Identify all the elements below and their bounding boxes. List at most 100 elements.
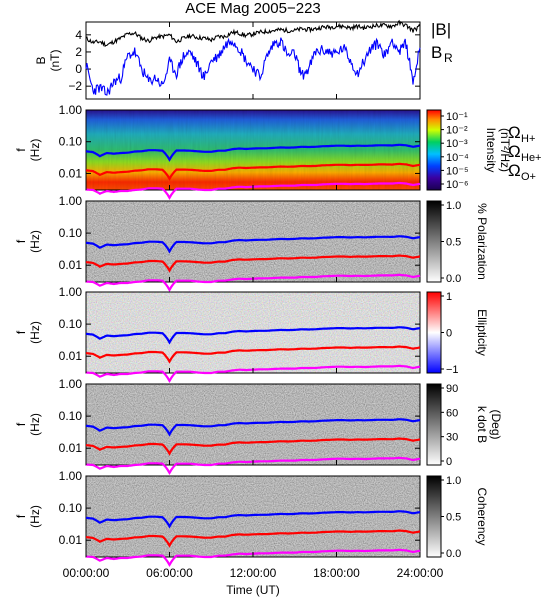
gyro-legend-symbol: Ω	[508, 123, 521, 142]
colorbar-tick-label: 1	[446, 291, 452, 303]
freq-ytick-label: 0.01	[59, 166, 83, 180]
freq-ylabel-line1: f	[14, 422, 28, 426]
b-ytick-label: 4	[75, 28, 82, 42]
freq-ylabel-line2: (Hz)	[28, 321, 42, 344]
ellipticity-spectrogram-image	[86, 292, 420, 373]
colorbar-label: Coherency	[475, 487, 489, 545]
ellipticity-colorbar-label: Ellipticity	[475, 309, 489, 356]
colorbar-tick-label: 0.0	[446, 273, 461, 285]
freq-ylabel-line2: (Hz)	[28, 505, 42, 528]
gyro-legend-sub: He+	[521, 152, 542, 164]
colorbar-tick-label: 1.0	[446, 475, 461, 487]
ellipticity-panel: 1.00 0.10 0.01 f (Hz) 1 0 −1 Ellipticity	[14, 285, 489, 384]
b-field-panel: 420−2B (nT)|B|B R	[34, 19, 453, 100]
freq-ylabel: f (Hz)	[14, 321, 42, 344]
x-tick-label: 06:00:00	[146, 566, 193, 580]
b-ytick-label: −2	[68, 79, 82, 93]
freq-ytick-label: 1.00	[59, 469, 83, 483]
colorbar-tick-label: 10⁻⁴	[446, 152, 469, 164]
colorbar-tick-label: 90	[446, 383, 458, 395]
freq-ytick-label: 1.00	[59, 194, 83, 208]
b-ylabel-line1: B	[34, 56, 48, 64]
freq-ytick-label: 1.00	[59, 377, 83, 391]
gyro-line-h	[85, 235, 421, 254]
freq-ytick-label: 0.01	[59, 349, 83, 363]
colorbar-tick-label: 30	[446, 432, 458, 444]
x-tick-label: 00:00:00	[63, 566, 110, 580]
x-tick-label: 24:00:00	[397, 566, 444, 580]
colorbar-tick-label: −1	[446, 364, 459, 376]
b-ylabel: B (nT)	[34, 50, 62, 72]
polarization-colorbar	[426, 200, 442, 283]
polarization-colorbar-label: % Polarization	[475, 203, 489, 280]
colorbar-tick-label: 60	[446, 407, 458, 419]
freq-ylabel-line1: f	[14, 330, 28, 334]
x-axis: 00:00:00 06:00:00 12:00:00 18:00:00 24:00:00…	[63, 566, 444, 597]
babs-series-line	[85, 19, 421, 48]
freq-ylabel-line2: (Hz)	[28, 230, 42, 253]
gyro-line-he	[85, 529, 421, 548]
freq-ytick-label: 0.01	[59, 441, 83, 455]
colorbar-tick-label: 10⁻²	[446, 125, 468, 137]
freq-ytick-label: 0.01	[59, 258, 83, 272]
kdotb-spectrogram-image	[86, 384, 420, 465]
colorbar-label-line1: k dot B	[475, 406, 489, 443]
colorbar-tick-label: 0.5	[446, 237, 461, 249]
colorbar-tick-label: 10⁻³	[446, 138, 468, 150]
gyro-line-he	[85, 345, 421, 364]
freq-ylabel-line1: f	[14, 514, 28, 518]
coherency-colorbar	[426, 475, 442, 558]
br-series-line	[85, 37, 421, 96]
colorbar-label: % Polarization	[475, 203, 489, 280]
gyro-line-h	[85, 143, 421, 162]
colorbar-tick-label: 0.5	[446, 512, 461, 524]
legend-babs: |B|	[431, 20, 451, 39]
colorbar-tick-label: 10⁻⁶	[446, 179, 469, 191]
freq-ytick-label: 0.10	[59, 135, 83, 149]
freq-ylabel: f (Hz)	[14, 505, 42, 528]
gyro-line-h	[85, 418, 421, 437]
kdotb-panel: 1.00 0.10 0.01 f (Hz) 90 60 30 0 k dot B (Deg)	[14, 377, 503, 476]
gyro-legend: Ω H+Ω He+Ω O+	[508, 123, 542, 183]
freq-ytick-label: 0.10	[59, 226, 83, 240]
freq-ylabel-line1: f	[14, 148, 28, 152]
gyro-line-he	[85, 254, 421, 273]
kdotb-colorbar-label: k dot B (Deg)	[475, 406, 503, 443]
freq-ylabel: f (Hz)	[14, 413, 42, 436]
kdotb-colorbar	[426, 383, 442, 466]
b-ylabel-line2: (nT)	[48, 50, 62, 72]
colorbar-tick-label: 0	[446, 456, 452, 468]
freq-ylabel: f (Hz)	[14, 230, 42, 253]
gyro-line-he	[85, 162, 421, 181]
intensity-texture	[86, 110, 420, 190]
freq-ytick-label: 0.10	[59, 501, 83, 515]
b-ytick-label: 2	[75, 45, 82, 59]
freq-ylabel: f (Hz)	[14, 139, 42, 162]
freq-ylabel-line1: f	[14, 239, 28, 243]
gyro-line-h	[85, 326, 421, 345]
colorbar-tick-label: 0.0	[446, 548, 461, 560]
legend-br-sub: R	[444, 51, 453, 65]
coherency-spectrogram-image	[86, 476, 420, 557]
freq-ytick-label: 0.10	[59, 317, 83, 331]
polarization-spectrogram-image	[86, 201, 420, 282]
colorbar-label-line2: (Deg)	[489, 409, 503, 439]
gyro-legend-symbol: Ω	[508, 142, 521, 161]
freq-ytick-label: 1.00	[59, 285, 83, 299]
gyro-line-h	[85, 510, 421, 529]
colorbar-tick-label: 1.0	[446, 200, 461, 212]
coherency-panel: 1.00 0.10 0.01 f (Hz) 1.0 0.5 0.0 Coherency	[14, 469, 489, 568]
x-axis-label: Time (UT)	[226, 583, 280, 597]
colorbar-tick-label: 10⁻¹	[446, 111, 468, 123]
freq-ytick-label: 0.10	[59, 409, 83, 423]
colorbar-label-line2: (nT²/Hz)	[498, 128, 512, 172]
figure-title: ACE Mag 2005−223	[185, 0, 321, 17]
gyro-legend-symbol: Ω	[508, 161, 521, 180]
gyro-legend-sub: O+	[521, 171, 536, 183]
freq-ytick-label: 1.00	[59, 103, 83, 117]
intensity-colorbar-label: Intensity (nT²/Hz)	[484, 128, 512, 173]
colorbar-tick-label: 10⁻⁵	[446, 165, 469, 177]
intensity-panel: 1.00 0.10 0.01 f (Hz) 10⁻¹ 10⁻²10⁻³ 10⁻⁴10⁻⁵ 10⁻…	[14, 103, 512, 200]
intensity-colorbar	[426, 109, 442, 191]
